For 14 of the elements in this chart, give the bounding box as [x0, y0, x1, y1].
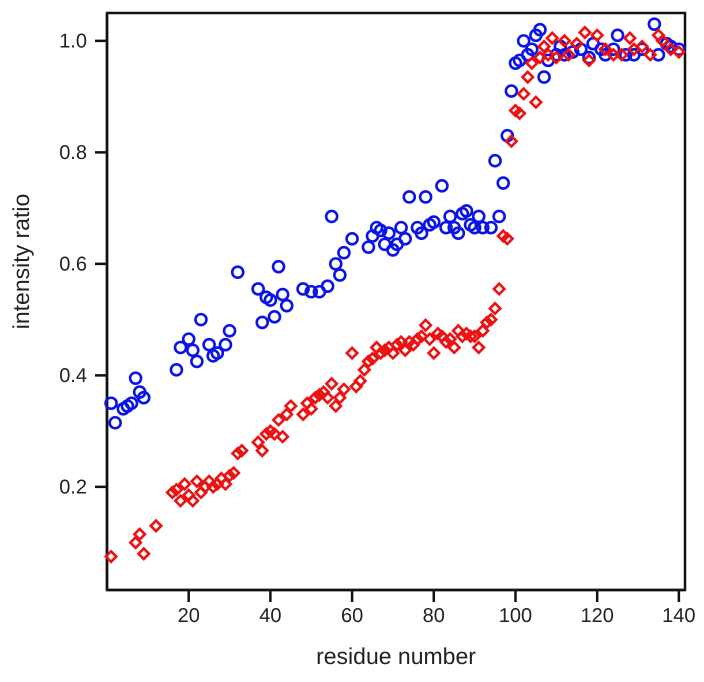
x-tick-label: 40 — [259, 605, 282, 628]
y-tick-label: 1.0 — [59, 30, 87, 52]
x-tick-label: 60 — [340, 605, 364, 628]
y-tick-label: 0.6 — [59, 253, 87, 276]
y-tick-label: 0.2 — [59, 476, 87, 498]
x-axis-title: residue number — [316, 643, 476, 669]
x-tick-label: 80 — [422, 605, 445, 628]
x-tick-label: 120 — [580, 605, 614, 628]
y-tick-label: 0.8 — [59, 142, 87, 164]
y-axis-title: intensity ratio — [8, 194, 34, 330]
y-tick-label: 0.4 — [59, 364, 87, 387]
x-tick-label: 140 — [662, 605, 696, 628]
x-tick-label: 100 — [498, 605, 532, 628]
x-tick-label: 20 — [178, 605, 200, 628]
